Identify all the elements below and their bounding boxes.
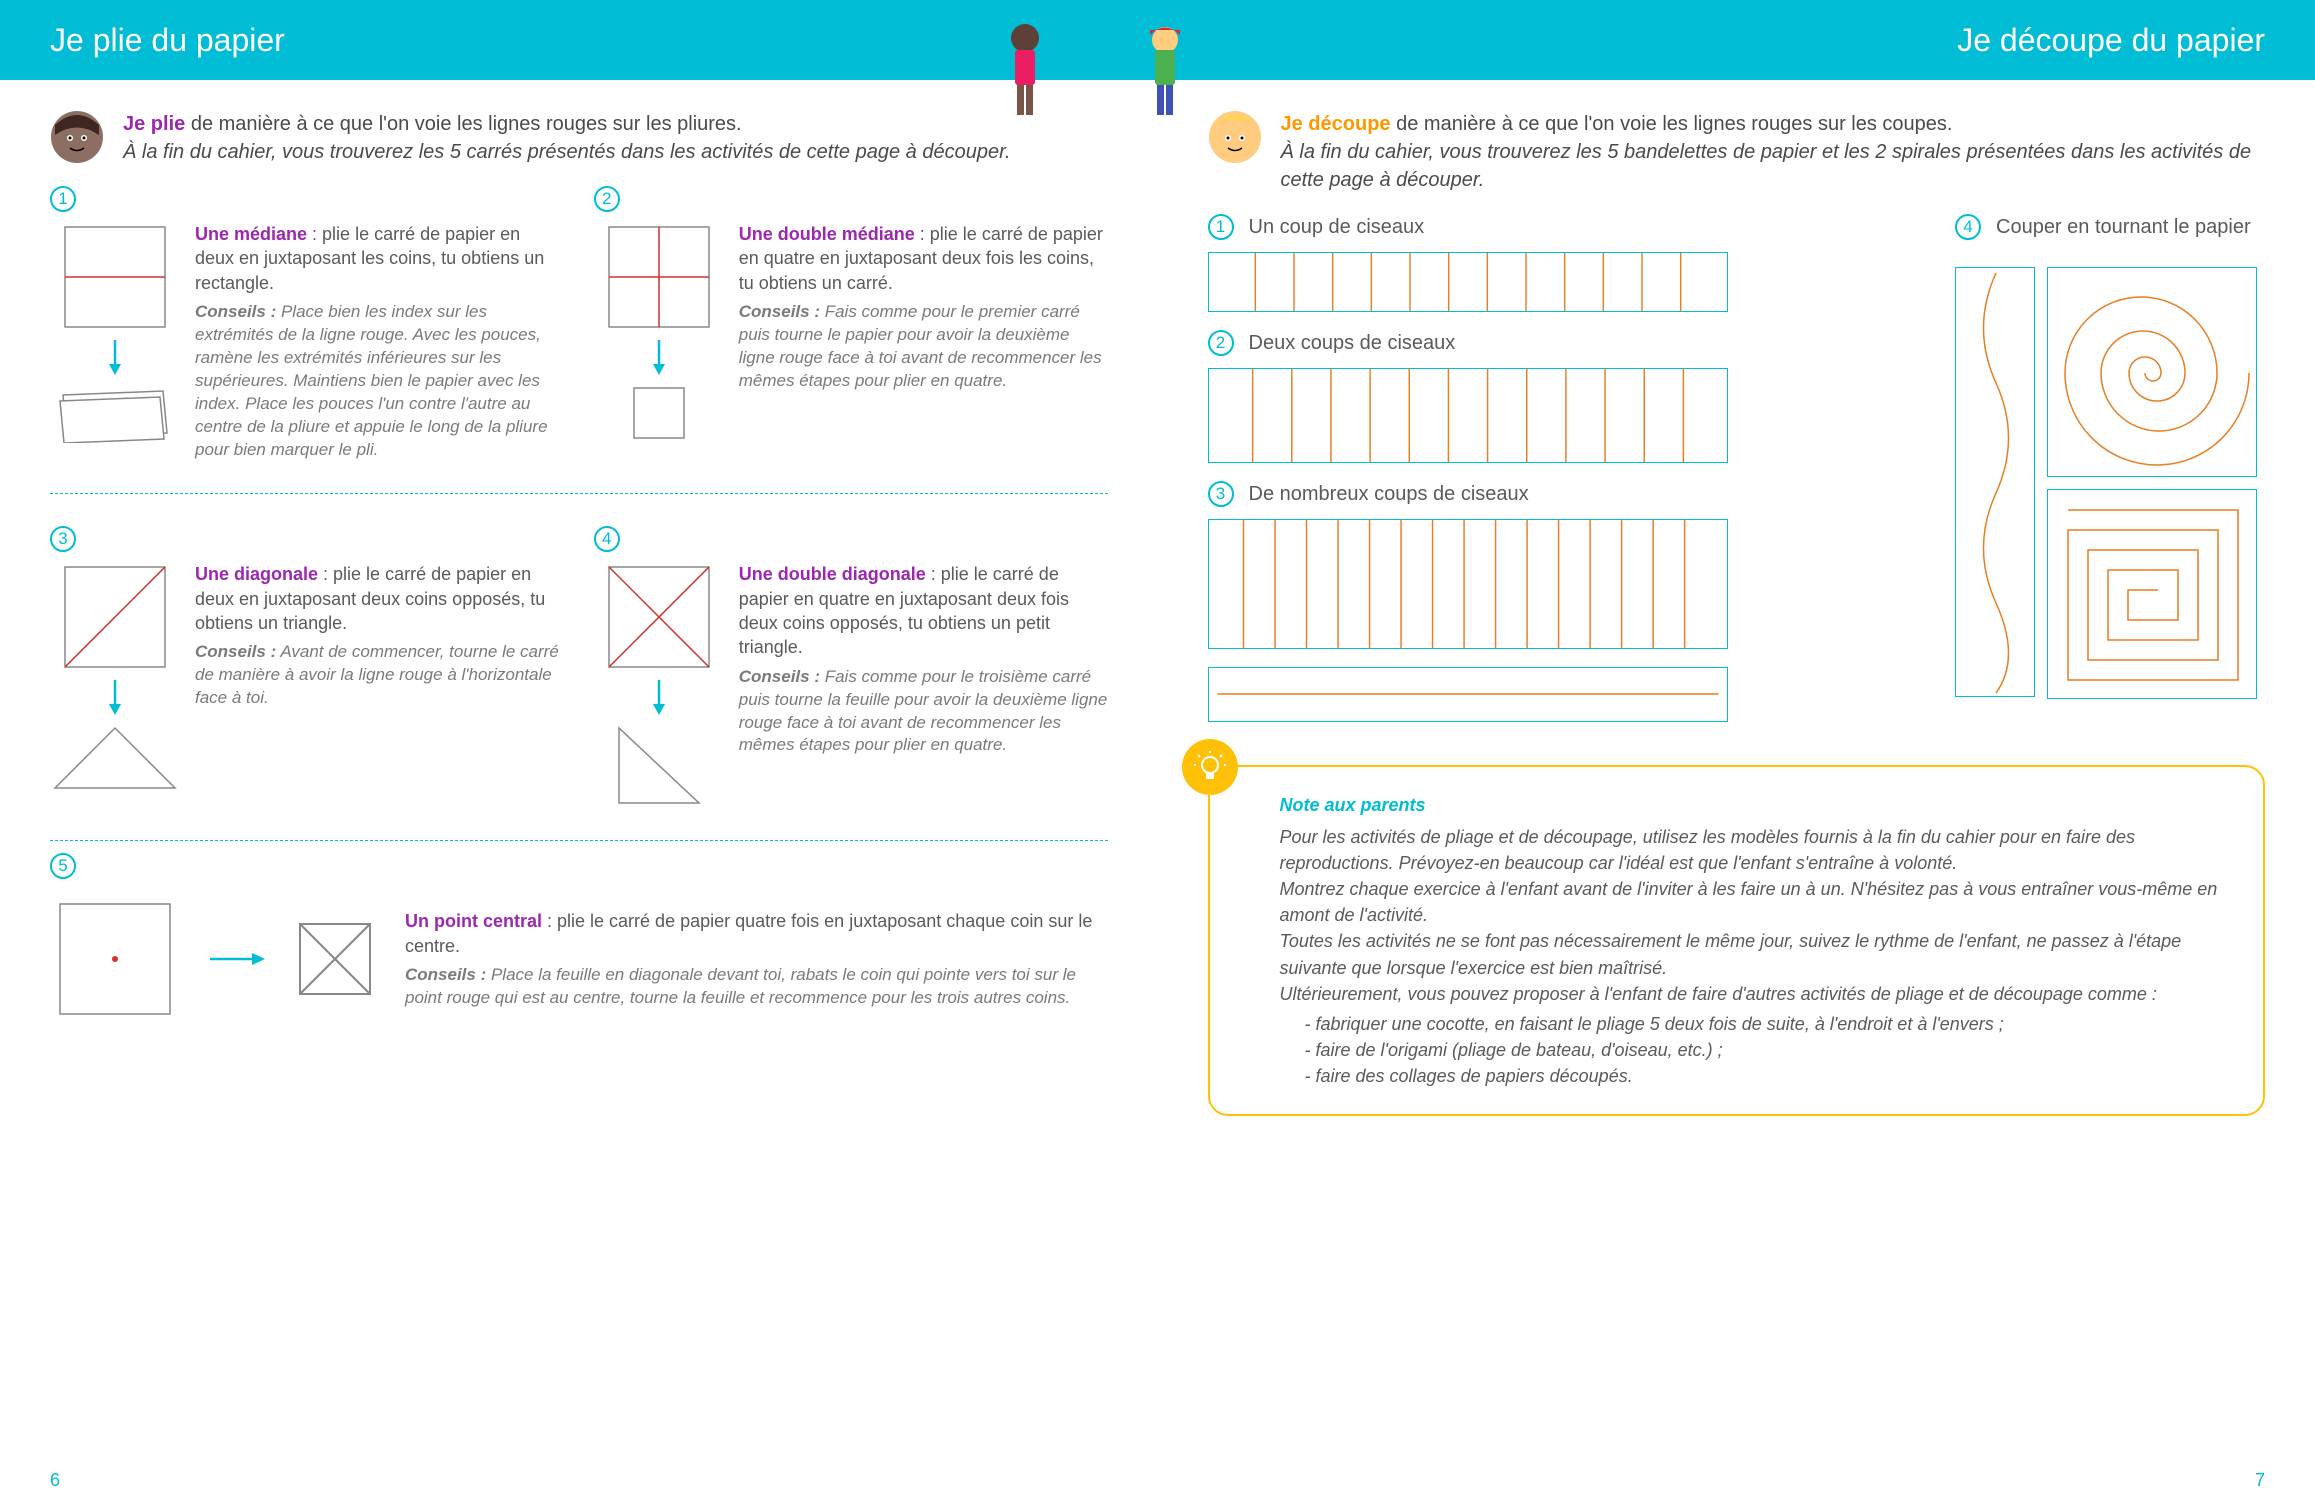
num-4: 4 — [594, 526, 620, 552]
lightbulb-icon — [1182, 739, 1238, 795]
strip-3b — [1208, 667, 1728, 722]
right-page: Je découpe de manière à ce que l'on voie… — [1158, 80, 2315, 1506]
fold-grid: 1 Une médiane : plie le carré de papier … — [50, 186, 1108, 853]
header-title-left: Je plie du papier — [50, 22, 285, 59]
page-number-left: 6 — [50, 1470, 60, 1491]
right-intro-text: Je découpe de manière à ce que l'on voie… — [1281, 110, 2266, 194]
arrow-down-icon — [649, 680, 669, 715]
fold-item-4: 4 Une double diagonale : plie le carré d… — [594, 526, 1108, 808]
arrow-down-icon — [105, 340, 125, 375]
intro-rest: de manière à ce que l'on voie les lignes… — [1391, 113, 1953, 135]
cut-row-2: 2 Deux coups de ciseaux — [1208, 330, 1926, 356]
fold-item-5: 5 Un point central : plie le carré de pa… — [50, 853, 1108, 1024]
avatar-girl — [50, 110, 105, 165]
num-1: 1 — [50, 186, 76, 212]
note-list: fabriquer une cocotte, en faisant le pli… — [1280, 1011, 2234, 1089]
page-number-right: 7 — [2255, 1470, 2265, 1491]
diagram-point-central-result — [295, 919, 375, 999]
arrow-down-icon — [105, 680, 125, 715]
note-parents-box: Note aux parents Pour les activités de p… — [1208, 765, 2266, 1116]
diagram-point-central — [50, 894, 180, 1024]
wave-strip — [1955, 267, 2035, 697]
strip-1 — [1208, 252, 1728, 312]
cut-row-4: 4 Couper en tournant le papier — [1955, 214, 2265, 240]
fold-text-5: Un point central : plie le carré de papi… — [405, 909, 1108, 1009]
fold-text-1: Une médiane : plie le carré de papier en… — [195, 222, 564, 461]
fold-item-1: 1 Une médiane : plie le carré de papier … — [50, 186, 564, 461]
strip-2 — [1208, 368, 1728, 463]
intro-note: À la fin du cahier, vous trouverez les 5… — [123, 141, 1011, 163]
note-title: Note aux parents — [1280, 792, 2234, 818]
diagram-diagonale — [50, 562, 180, 793]
strip-3a — [1208, 519, 1728, 649]
header-bar: Je plie du papier Je découpe du papier — [0, 0, 2315, 80]
cut-spirals-column: 4 Couper en tournant le papier — [1955, 214, 2265, 740]
intro-rest: de manière à ce que l'on voie les lignes… — [185, 113, 741, 135]
dashed-divider — [50, 840, 1108, 841]
note-p2: Montrez chaque exercice à l'enfant avant… — [1280, 876, 2234, 928]
right-intro: Je découpe de manière à ce que l'on voie… — [1208, 110, 2266, 194]
fold-item-3: 3 Une diagonale : plie le carré de papie… — [50, 526, 564, 808]
cut-row-1: 1 Un coup de ciseaux — [1208, 214, 1926, 240]
note-p3: Toutes les activités ne se font pas néce… — [1280, 928, 2234, 980]
cut-layout: 1 Un coup de ciseaux 2 Deux coups de cis… — [1208, 214, 2266, 740]
spiral-round — [2047, 267, 2257, 477]
left-intro-text: Je plie de manière à ce que l'on voie le… — [123, 110, 1011, 166]
dashed-divider — [50, 493, 1108, 494]
fold-text-4: Une double diagonale : plie le carré de … — [739, 562, 1108, 808]
diagram-mediane — [50, 222, 180, 461]
diagram-double-mediane — [594, 222, 724, 443]
cut-strips-column: 1 Un coup de ciseaux 2 Deux coups de cis… — [1208, 214, 1926, 740]
diagram-double-diagonale — [594, 562, 724, 808]
cut-row-3: 3 De nombreux coups de ciseaux — [1208, 481, 1926, 507]
left-page: Je plie de manière à ce que l'on voie le… — [0, 80, 1158, 1506]
note-p1: Pour les activités de pliage et de décou… — [1280, 824, 2234, 876]
fold-item-2: 2 Une double médiane : plie le carré de … — [594, 186, 1108, 461]
spiral-square — [2047, 489, 2257, 699]
intro-highlight: Je découpe — [1281, 113, 1391, 135]
page-spread: Je plie de manière à ce que l'on voie le… — [0, 80, 2315, 1506]
header-title-right: Je découpe du papier — [1957, 22, 2265, 59]
note-p4: Ultérieurement, vous pouvez proposer à l… — [1280, 981, 2234, 1007]
avatar-boy-blond — [1208, 110, 1263, 165]
arrow-down-icon — [649, 340, 669, 375]
arrow-right-icon — [210, 949, 265, 969]
intro-note: À la fin du cahier, vous trouverez les 5… — [1281, 141, 2252, 191]
num-2: 2 — [594, 186, 620, 212]
intro-highlight: Je plie — [123, 113, 185, 135]
num-3: 3 — [50, 526, 76, 552]
num-5: 5 — [50, 853, 76, 879]
fold-text-3: Une diagonale : plie le carré de papier … — [195, 562, 564, 793]
fold-text-2: Une double médiane : plie le carré de pa… — [739, 222, 1108, 443]
left-intro: Je plie de manière à ce que l'on voie le… — [50, 110, 1108, 166]
